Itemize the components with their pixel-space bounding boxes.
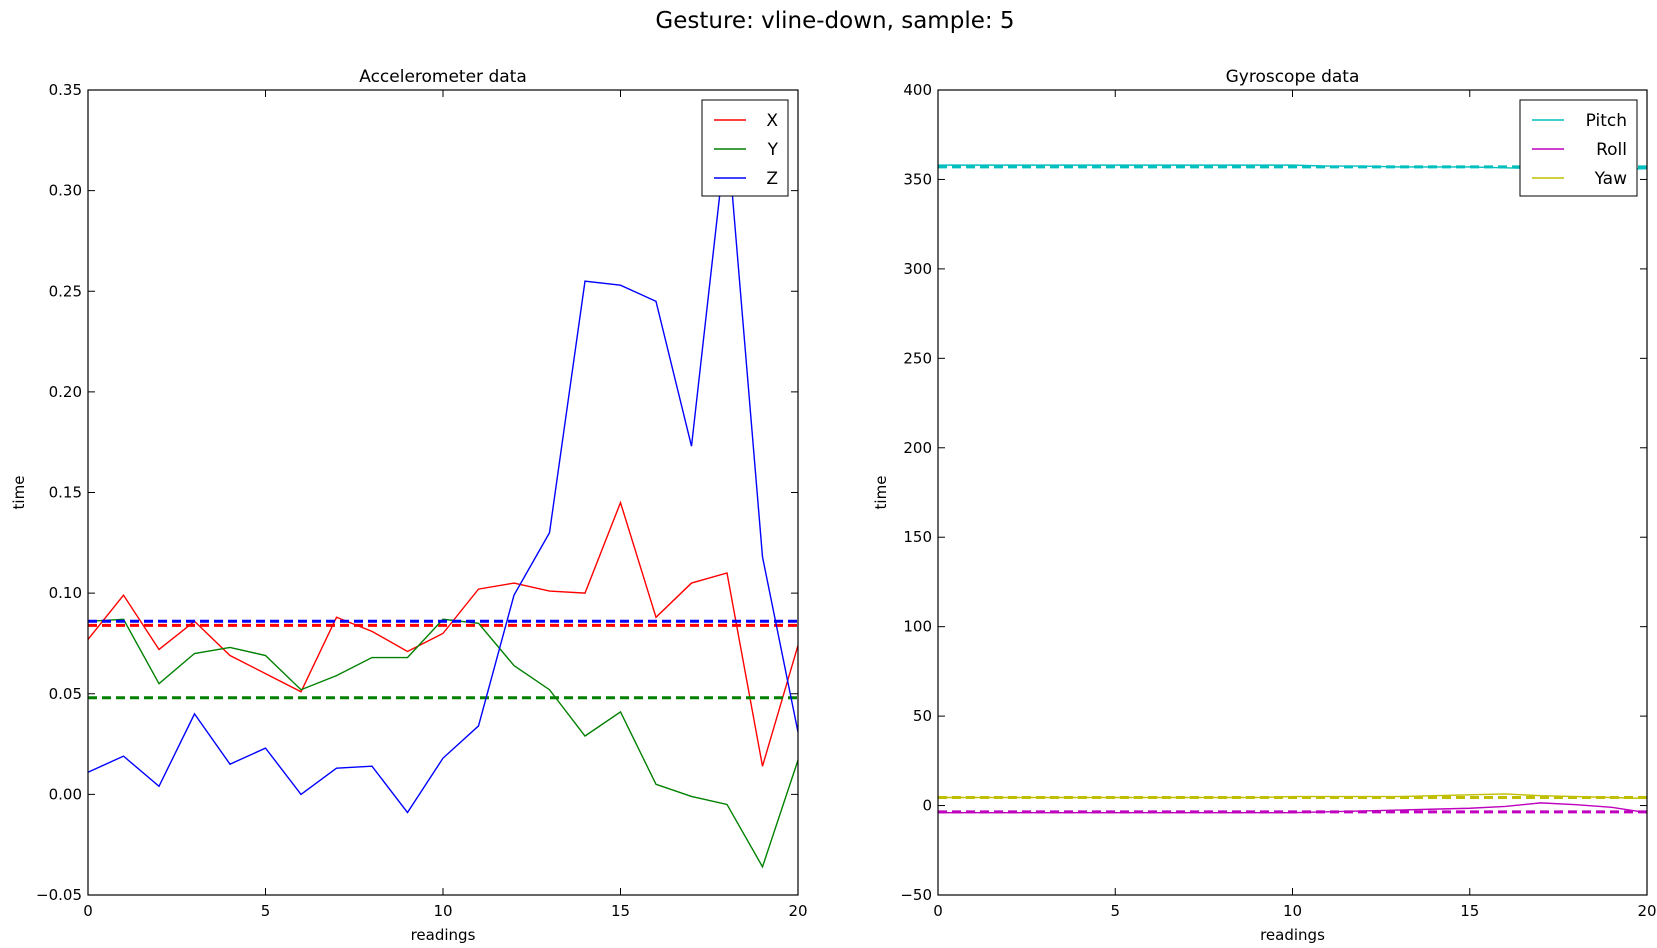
y-axis-label: time <box>10 476 28 510</box>
legend-label-y: Y <box>767 140 779 160</box>
series-line-x <box>88 500 798 767</box>
chart-title: Gyroscope data <box>1226 67 1360 87</box>
legend: Pitch Roll Yaw <box>1519 99 1638 197</box>
x-tick-label: 15 <box>1460 902 1479 920</box>
x-tick-label: 5 <box>261 902 271 920</box>
y-tick-label: 0.10 <box>49 584 82 602</box>
chart-panel-0: Accelerometer data 0 5 10 15 20 −0.05 0.00 0.05 0… <box>10 67 808 944</box>
legend-box <box>701 99 789 197</box>
legend-label-z: Z <box>766 169 778 189</box>
axes-frame <box>937 89 1648 896</box>
x-tick-label: 0 <box>933 902 943 920</box>
y-tick-label: 0.15 <box>49 484 82 502</box>
x-tick-label: 10 <box>1283 902 1302 920</box>
y-tick-label: 250 <box>903 349 932 367</box>
x-tick-label: 15 <box>611 902 630 920</box>
x-tick-label: 20 <box>788 902 807 920</box>
plot-area <box>938 164 1647 814</box>
series-line-y <box>88 618 798 869</box>
y-tick-label: 200 <box>903 439 932 457</box>
y-tick-label: −50 <box>900 886 932 904</box>
y-tick-label: 0.30 <box>49 182 82 200</box>
y-tick-label: 0.35 <box>49 81 82 99</box>
legend-label-roll: Roll <box>1596 140 1627 160</box>
y-axis-label: time <box>872 476 890 510</box>
x-tick-label: 5 <box>1110 902 1120 920</box>
axes-frame <box>87 89 799 896</box>
y-tick-label: 0.25 <box>49 282 82 300</box>
series-line-z <box>88 130 798 814</box>
y-tick-label: −0.05 <box>36 886 82 904</box>
y-tick-label: 150 <box>903 528 932 546</box>
x-tick-label: 0 <box>83 902 93 920</box>
y-tick-label: 50 <box>913 707 932 725</box>
legend-label-yaw: Yaw <box>1594 169 1627 189</box>
y-tick-label: 400 <box>903 81 932 99</box>
legend: XYZ <box>701 99 789 197</box>
legend-box <box>1519 99 1638 197</box>
y-tick-label: 300 <box>903 260 932 278</box>
y-tick-label: 0.20 <box>49 383 82 401</box>
chart-title: Accelerometer data <box>359 67 527 87</box>
y-tick-label: 0.05 <box>49 685 82 703</box>
legend-label-pitch: Pitch <box>1586 111 1627 131</box>
y-tick-label: 350 <box>903 170 932 188</box>
x-axis-label: readings <box>1260 926 1325 944</box>
series-line-yaw <box>938 793 1647 800</box>
figure-suptitle: Gesture: vline-down, sample: 5 <box>655 8 1014 34</box>
y-tick-label: 0 <box>922 797 932 815</box>
x-tick-label: 20 <box>1637 902 1656 920</box>
series-line-roll <box>938 802 1647 814</box>
plot-area <box>88 130 798 869</box>
x-tick-label: 10 <box>433 902 452 920</box>
y-tick-label: 100 <box>903 618 932 636</box>
x-axis-label: readings <box>411 926 476 944</box>
y-tick-label: 0.00 <box>49 785 82 803</box>
legend-label-x: X <box>766 111 778 131</box>
